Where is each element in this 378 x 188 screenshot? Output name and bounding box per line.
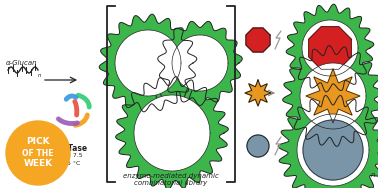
Polygon shape [172,35,228,91]
Text: $\gamma$-CD: $\gamma$-CD [162,127,182,139]
Circle shape [6,121,70,185]
Polygon shape [302,20,358,76]
Text: n: n [371,172,375,178]
Text: OF THE: OF THE [22,149,54,158]
Polygon shape [300,63,366,129]
Polygon shape [286,4,374,92]
Polygon shape [246,28,270,52]
Text: PICK: PICK [26,137,50,146]
Text: α-Glucan: α-Glucan [6,60,38,66]
Text: CGTase: CGTase [56,144,88,153]
Text: 25 °C: 25 °C [63,161,81,166]
Polygon shape [278,96,378,188]
Text: combinatorial library: combinatorial library [134,180,208,186]
Polygon shape [134,95,210,171]
Polygon shape [116,77,228,188]
Polygon shape [309,27,351,69]
Text: pH 7.5: pH 7.5 [62,153,82,158]
Polygon shape [306,69,360,123]
Polygon shape [158,21,242,105]
Polygon shape [115,30,181,96]
Circle shape [247,135,269,157]
Polygon shape [245,80,271,106]
Polygon shape [283,46,378,146]
Text: n: n [38,73,42,78]
Text: WEEK: WEEK [23,159,53,168]
Polygon shape [99,14,197,112]
Text: $\alpha$-CD: $\alpha$-CD [190,58,210,68]
Text: $\beta$-CD: $\beta$-CD [138,57,158,70]
Text: enzyme-mediated dynamic: enzyme-mediated dynamic [123,173,219,179]
Polygon shape [297,114,369,186]
Circle shape [303,120,363,180]
